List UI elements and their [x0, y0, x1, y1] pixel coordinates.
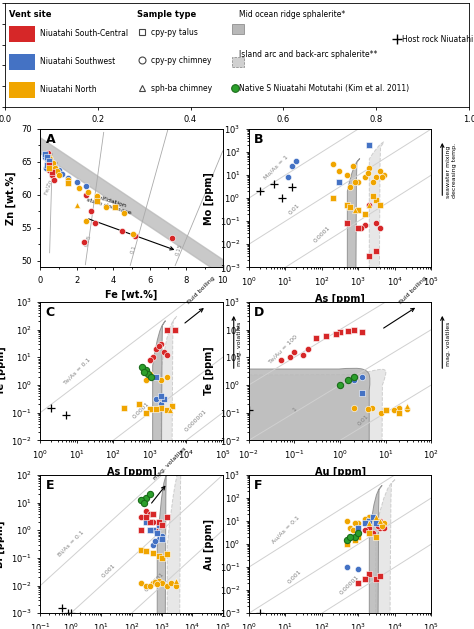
Text: 0.15: 0.15 [175, 243, 183, 257]
FancyBboxPatch shape [9, 54, 35, 70]
Text: Native S Niuatahi Motutahi (Kim et al. 2011): Native S Niuatahi Motutahi (Kim et al. 2… [239, 84, 410, 93]
Text: Bi/As = 0.1: Bi/As = 0.1 [57, 530, 85, 558]
Text: 0.00001: 0.00001 [339, 574, 360, 596]
Text: sph-ba chimney: sph-ba chimney [151, 84, 212, 92]
Y-axis label: Te [ppm]: Te [ppm] [0, 347, 6, 396]
Text: E: E [46, 479, 54, 492]
Ellipse shape [0, 159, 360, 629]
Text: 0.1: 0.1 [129, 244, 137, 254]
Text: 0.001: 0.001 [100, 563, 117, 579]
Text: Te/As = 0.1: Te/As = 0.1 [63, 356, 91, 385]
Text: cpy-py chimney: cpy-py chimney [151, 56, 211, 65]
Ellipse shape [0, 321, 165, 629]
Text: Fe/Zn = 0.01: Fe/Zn = 0.01 [43, 159, 59, 195]
Text: Vent site: Vent site [9, 11, 52, 19]
Text: F: F [255, 479, 263, 492]
X-axis label: Au [ppm]: Au [ppm] [315, 467, 365, 477]
Text: 0.01: 0.01 [356, 413, 370, 426]
X-axis label: Fe [wt.%]: Fe [wt.%] [105, 290, 158, 301]
X-axis label: As [ppm]: As [ppm] [315, 294, 365, 304]
Text: sulfidation
state decrease: sulfidation state decrease [86, 192, 134, 216]
Text: 0.000001: 0.000001 [184, 409, 208, 433]
Text: Niuatahi Southwest: Niuatahi Southwest [39, 57, 115, 66]
FancyBboxPatch shape [9, 26, 35, 42]
Text: Niuatahi South-Central: Niuatahi South-Central [39, 29, 128, 38]
Text: Sample type: Sample type [137, 11, 196, 19]
Ellipse shape [0, 369, 386, 629]
Text: Te/Au = 100: Te/Au = 100 [268, 334, 298, 364]
Text: mag. volatiles: mag. volatiles [152, 446, 187, 481]
Ellipse shape [0, 471, 169, 629]
Text: Host rock Niuatahi: Host rock Niuatahi [402, 35, 473, 44]
Text: 0.05: 0.05 [83, 235, 92, 248]
Text: 0.001: 0.001 [287, 569, 302, 584]
Text: Niuatahi North: Niuatahi North [39, 85, 96, 94]
Text: seawater mixing
decreasing temp.: seawater mixing decreasing temp. [446, 143, 457, 198]
Y-axis label: Mo [ppm]: Mo [ppm] [204, 172, 214, 225]
Text: Mo/As = 1: Mo/As = 1 [263, 155, 290, 181]
FancyBboxPatch shape [9, 82, 35, 97]
Text: cpy-py talus: cpy-py talus [151, 28, 198, 36]
Ellipse shape [0, 460, 184, 629]
Y-axis label: Au [ppm]: Au [ppm] [204, 518, 214, 570]
Y-axis label: Te [ppm]: Te [ppm] [204, 347, 214, 396]
Y-axis label: Bi [ppm]: Bi [ppm] [0, 520, 5, 568]
Text: mag. volatiles: mag. volatiles [446, 321, 451, 365]
Text: 0.0001: 0.0001 [313, 225, 331, 244]
Text: 0.0001: 0.0001 [132, 401, 150, 420]
Text: 1: 1 [292, 406, 298, 413]
Text: fluid boiling: fluid boiling [399, 275, 428, 304]
Ellipse shape [0, 142, 384, 629]
Text: C: C [46, 306, 55, 319]
Text: Island arc and back-arc sphalerite**: Island arc and back-arc sphalerite** [239, 50, 378, 59]
Ellipse shape [0, 486, 382, 629]
Text: Au/As = 0.1: Au/As = 0.1 [271, 515, 300, 544]
Ellipse shape [0, 479, 396, 629]
Text: mag. volatiles: mag. volatiles [237, 321, 242, 365]
Ellipse shape [0, 316, 177, 629]
Text: Mid ocean ridge sphalerite*: Mid ocean ridge sphalerite* [239, 11, 346, 19]
Text: fluid boiling: fluid boiling [186, 275, 216, 304]
Ellipse shape [0, 369, 370, 629]
Text: 0.00001: 0.00001 [144, 571, 165, 593]
Text: 0.01: 0.01 [288, 202, 301, 215]
Text: B: B [255, 133, 264, 146]
Text: A: A [46, 133, 55, 146]
FancyBboxPatch shape [232, 24, 244, 35]
X-axis label: As [ppm]: As [ppm] [107, 467, 156, 477]
Text: D: D [255, 306, 264, 319]
Y-axis label: Zn [wt.%]: Zn [wt.%] [6, 171, 16, 225]
FancyBboxPatch shape [232, 57, 244, 67]
